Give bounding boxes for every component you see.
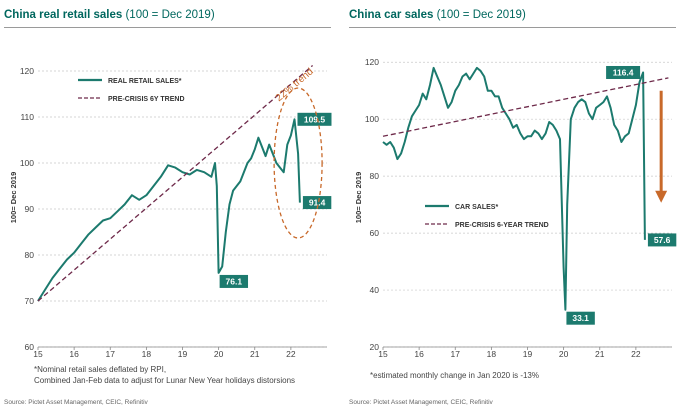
- right-title-sub: (100 = Dec 2019): [436, 9, 526, 21]
- c1-series-line: [382, 66, 646, 311]
- c0-x-tick-label: 21: [250, 349, 260, 359]
- c0-data-label: 76.1: [226, 276, 243, 286]
- c0-y-tick-label: 120: [20, 66, 34, 76]
- c0-x-tick-label: 20: [214, 349, 224, 359]
- left-chart: 60 70 80 90 100 110 120 15 16 17 18 19 20 21 22 100= De…: [9, 65, 332, 359]
- left-source: Source: Pictet Asset Management, CEIC, R…: [4, 399, 148, 406]
- c1-y-tick-label: 60: [370, 228, 380, 238]
- c0-y-axis-title: 100= Dec 2019: [9, 172, 18, 224]
- c1-y-tick-label: 20: [370, 342, 380, 352]
- c1-legend-label: PRE-CRISIS 6-YEAR TREND: [455, 222, 549, 229]
- right-title-main: China car sales: [349, 9, 434, 21]
- c1-x-tick-label: 21: [595, 349, 605, 359]
- left-title-main: China real retail sales: [4, 9, 123, 21]
- c0-y-tick-label: 110: [20, 112, 34, 122]
- c0-x-tick-label: 18: [142, 349, 152, 359]
- c1-x-tick-label: 17: [451, 349, 461, 359]
- c1-data-label: 57.6: [654, 235, 671, 245]
- left-title-rule: [4, 27, 331, 28]
- c0-x-tick-label: 16: [69, 349, 79, 359]
- c1-data-label-box: [647, 233, 677, 247]
- left-footnote-line1: *Nominal retail sales deflated by RPI,: [34, 365, 167, 374]
- left-footnote-line2: Combined Jan-Feb data to adjust for Luna…: [34, 376, 296, 385]
- left-chart-title: China real retail sales (100 = Dec 2019): [4, 9, 215, 21]
- c1-x-tick-label: 19: [523, 349, 533, 359]
- c1-y-tick-label: 80: [370, 171, 380, 181]
- c0-x-tick-label: 19: [178, 349, 188, 359]
- c0-y-tick-label: 90: [25, 204, 35, 214]
- c1-legend-label: CAR SALES*: [455, 204, 498, 211]
- c1-trend-line: [382, 77, 669, 137]
- c1-y-tick-label: 100: [365, 114, 379, 124]
- c0-data-label: 109.5: [304, 114, 326, 124]
- c0-y-tick-label: 100: [20, 158, 34, 168]
- c1-decline-arrow-head: [655, 190, 668, 203]
- c0-x-tick-label: 15: [33, 349, 43, 359]
- c1-y-tick-label: 40: [370, 285, 380, 295]
- c0-data-label: 91.4: [309, 198, 326, 208]
- c1-data-label-box: [606, 65, 641, 79]
- c0-y-tick-label: 80: [25, 250, 35, 260]
- c1-x-tick-label: 15: [378, 349, 388, 359]
- c1-y-axis-title: 100= Dec 2019: [354, 172, 363, 224]
- c1-x-tick-label: 16: [414, 349, 424, 359]
- c1-x-tick-label: 22: [631, 349, 641, 359]
- c0-data-label-box: [302, 196, 332, 210]
- c0-x-tick-label: 22: [286, 349, 296, 359]
- c1-y-tick-label: 120: [365, 57, 379, 67]
- c0-data-label-box: [219, 274, 249, 288]
- right-footnote: *estimated monthly change in Jan 2020 is…: [370, 370, 539, 381]
- c1-data-label-box: [566, 311, 595, 325]
- left-footnote: *Nominal retail sales deflated by RPI, C…: [34, 364, 295, 386]
- c0-x-tick-label: 17: [106, 349, 116, 359]
- c0-highlight-ellipse: [273, 87, 323, 239]
- c0-y-tick-label: 60: [25, 342, 35, 352]
- c1-x-tick-label: 18: [487, 349, 497, 359]
- c1-data-label: 33.1: [572, 313, 589, 323]
- c1-x-tick-label: 20: [559, 349, 569, 359]
- c0-legend-label: PRE-CRISIS 6Y TREND: [108, 96, 185, 103]
- c0-trend-line: [37, 65, 314, 302]
- c0-y-tick-label: 70: [25, 296, 35, 306]
- right-chart-title: China car sales (100 = Dec 2019): [349, 9, 526, 21]
- c0-series-line: [37, 118, 301, 302]
- right-source: Source: Pictet Asset Management, CEIC, R…: [349, 399, 493, 406]
- c1-data-label: 116.4: [613, 67, 634, 77]
- c0-data-label-box: [297, 112, 332, 126]
- c0-legend-label: REAL RETAIL SALES*: [108, 78, 182, 85]
- left-title-sub: (100 = Dec 2019): [125, 9, 215, 21]
- right-title-rule: [349, 27, 676, 28]
- right-chart: 20 40 60 80 100 120 15 16 17 18 19 20 21 22 100= Dec 2…: [354, 57, 677, 359]
- right-footnote-line1: *estimated monthly change in Jan 2020 is…: [370, 371, 539, 380]
